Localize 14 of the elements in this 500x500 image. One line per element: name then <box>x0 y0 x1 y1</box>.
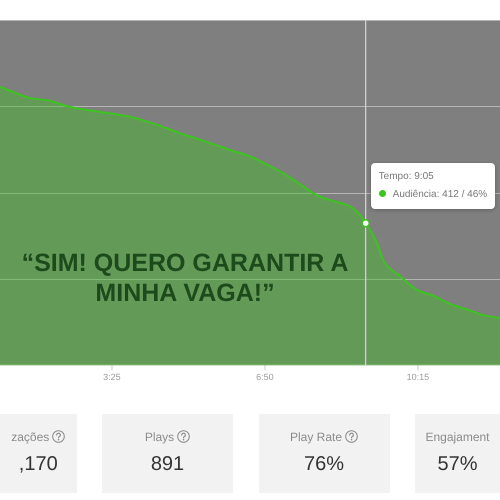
x-tick-label: 10:15 <box>406 372 430 382</box>
text: Engajament <box>425 430 490 444</box>
text: 57% <box>436 453 479 476</box>
annotation: “SIM! QUERO GARANTIR A MINHA VAGA!” <box>20 248 350 308</box>
annotation: Audiência: 412 / 46% <box>392 189 488 200</box>
text: 891 <box>150 453 186 476</box>
text: 76% <box>302 453 346 476</box>
annotation: Tempo: 9:05 <box>378 171 434 182</box>
x-tick-label: 6:50 <box>256 372 274 382</box>
text: Plays <box>144 430 174 444</box>
text: ,170 <box>18 453 59 476</box>
text: zações <box>11 430 50 444</box>
text: Play Rate <box>290 430 342 444</box>
x-tick-label: 3:25 <box>103 372 121 382</box>
